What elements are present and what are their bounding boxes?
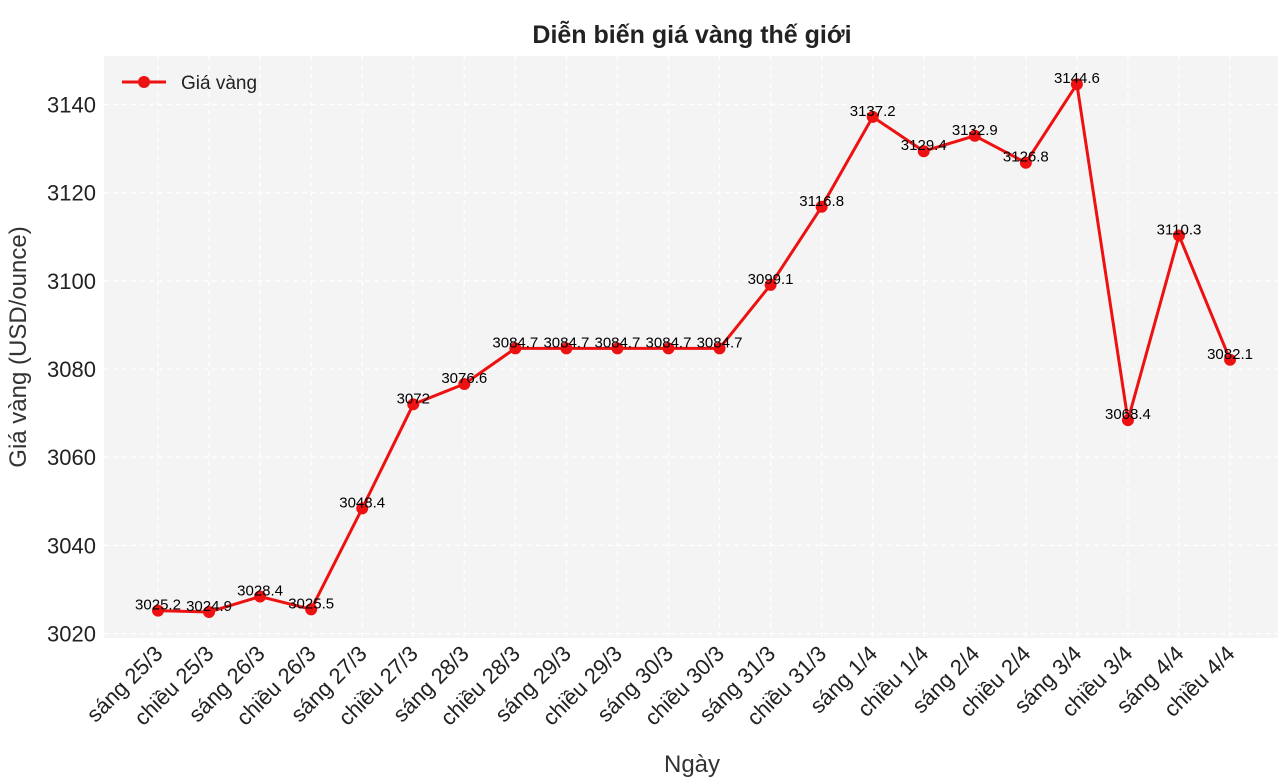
data-point xyxy=(152,604,164,617)
data-point xyxy=(254,590,267,603)
data-label: 3028.4 xyxy=(237,583,283,600)
data-point xyxy=(458,378,471,391)
data-label: 3076.6 xyxy=(441,370,487,387)
data-point xyxy=(1070,78,1083,91)
data-point xyxy=(356,502,369,515)
data-label: 3024.9 xyxy=(186,598,232,615)
data-label: 3084.7 xyxy=(543,334,589,351)
data-point xyxy=(305,603,318,616)
y-tick-label: 3100 xyxy=(47,269,96,294)
data-point xyxy=(866,110,879,123)
data-point xyxy=(713,342,726,355)
y-tick-label: 3040 xyxy=(47,533,96,558)
data-point xyxy=(1019,156,1032,169)
x-axis-label: Ngày xyxy=(664,751,720,778)
y-tick-label: 3020 xyxy=(47,622,96,647)
y-tick-label: 3120 xyxy=(47,181,96,206)
data-point xyxy=(407,398,420,411)
data-label: 3084.7 xyxy=(697,334,743,351)
data-label: 3025.5 xyxy=(288,595,334,612)
data-label: 3144.6 xyxy=(1054,70,1100,87)
y-axis-ticks: 3020 3040 3060 3080 3100 3120 3140 xyxy=(47,93,96,647)
series-layer xyxy=(152,78,1237,618)
series-line xyxy=(157,82,1232,614)
data-point xyxy=(1121,414,1134,427)
data-label: 3025.2 xyxy=(135,597,181,614)
data-label: 3068.4 xyxy=(1105,406,1151,423)
data-point xyxy=(968,129,981,142)
data-labels: 3025.2 3024.9 3028.4 3025.5 3048.4 3072 3076.6… xyxy=(135,70,1253,615)
data-point xyxy=(1173,229,1185,242)
data-label: 3126.8 xyxy=(1003,149,1049,166)
y-tick-label: 3060 xyxy=(47,445,96,470)
data-label: 3084.7 xyxy=(595,334,641,351)
data-point xyxy=(815,200,828,213)
legend: Giá vàng xyxy=(122,73,257,94)
grid xyxy=(104,56,1278,638)
data-label: 3072 xyxy=(397,390,430,407)
data-label: 3132.9 xyxy=(952,122,998,139)
data-point xyxy=(560,342,573,355)
data-point xyxy=(1224,353,1237,366)
data-label: 3084.7 xyxy=(492,334,538,351)
data-label: 3082.1 xyxy=(1207,346,1253,363)
y-axis-label: Giá vàng (USD/ounce) xyxy=(5,226,32,467)
chart-title: Diễn biến giá vàng thế giới xyxy=(532,19,851,49)
data-label: 3137.2 xyxy=(850,103,896,120)
y-tick-label: 3140 xyxy=(47,93,96,118)
data-point xyxy=(509,342,522,355)
data-label: 3116.8 xyxy=(799,193,844,210)
data-label: 3129.4 xyxy=(901,137,947,154)
data-point xyxy=(764,278,777,291)
data-label: 3099.1 xyxy=(748,271,794,288)
legend-label: Giá vàng xyxy=(181,73,257,94)
data-label: 3048.4 xyxy=(339,494,385,511)
data-label: 3110.3 xyxy=(1157,221,1202,238)
data-point xyxy=(662,342,675,355)
data-point xyxy=(917,145,930,158)
data-label: 3084.7 xyxy=(646,334,692,351)
data-point xyxy=(203,605,216,618)
data-point xyxy=(611,342,624,355)
y-tick-label: 3080 xyxy=(47,357,96,382)
legend-marker-swatch xyxy=(138,76,150,88)
